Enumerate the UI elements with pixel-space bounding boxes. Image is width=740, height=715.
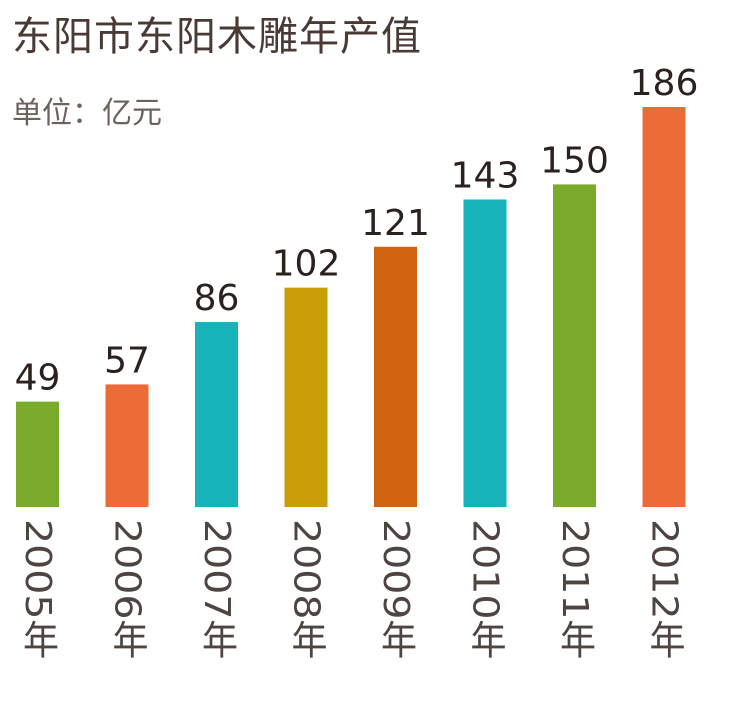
category-label-2005年: 2005年	[17, 519, 58, 659]
value-label-2011年: 150	[540, 140, 609, 181]
value-label-2005年: 49	[15, 358, 61, 399]
bar-2007年	[195, 322, 238, 507]
value-label-2012年: 186	[630, 63, 699, 104]
category-label-2012年: 2012年	[644, 519, 685, 659]
category-label-2008年: 2008年	[286, 519, 327, 659]
category-label-2011年: 2011年	[554, 519, 595, 659]
bar-2006年	[105, 384, 149, 507]
bar-2005年	[16, 401, 59, 507]
value-label-2010年: 143	[451, 155, 520, 196]
bar-2012年	[642, 107, 686, 507]
category-label-2006年: 2006年	[107, 519, 148, 659]
value-label-2008年: 102	[272, 244, 341, 285]
value-label-2006年: 57	[104, 340, 150, 381]
category-label-2007年: 2007年	[196, 519, 237, 659]
chart-unit-label: 单位：亿元	[12, 96, 162, 131]
category-label-2009年: 2009年	[375, 519, 416, 659]
value-label-2007年: 86	[194, 278, 240, 319]
bar-2010年	[463, 199, 507, 507]
value-label-2009年: 121	[361, 203, 430, 244]
bar-2011年	[553, 184, 596, 507]
bar-2008年	[284, 287, 328, 507]
category-label-2010年: 2010年	[465, 519, 506, 659]
bar-2009年	[374, 246, 417, 507]
chart-title: 东阳市东阳木雕年产值	[12, 14, 422, 60]
